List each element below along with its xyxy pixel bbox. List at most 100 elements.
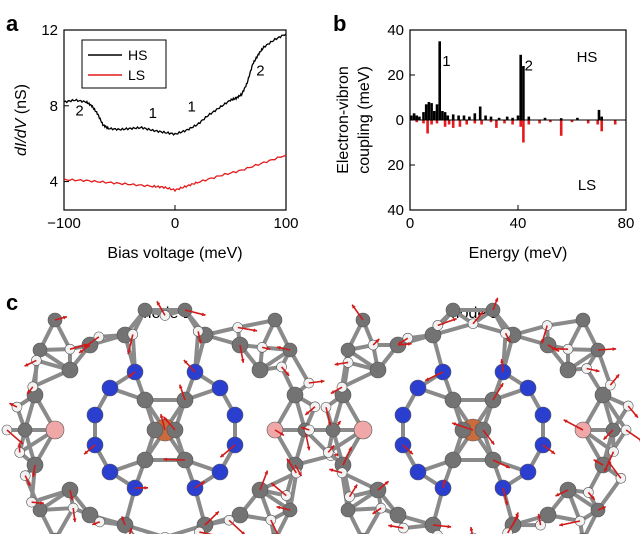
bar-ls [503,120,506,124]
arrow-head [163,457,167,462]
arrow-head [183,360,188,364]
arrow-head [612,347,617,351]
bond [364,507,383,534]
bar-ls [519,120,522,127]
arrow-head [559,522,564,527]
arrow-head [336,420,341,425]
atom [226,406,244,424]
arrow-head [334,362,339,366]
arrow-head [634,413,638,418]
atom [101,463,119,481]
chart-b-ytick-label: 20 [387,67,404,84]
arrow-head [279,431,284,436]
chart-a-ytick-label: 8 [50,98,58,115]
bar-ls [586,120,590,124]
arrow-head [179,384,183,389]
bar-hs [441,111,444,120]
arrow-head [447,524,452,529]
arrow-head [550,450,555,454]
bar-ls [495,120,498,128]
bar-hs [600,116,603,120]
arrow-head [156,301,161,306]
arrow-head [31,473,36,478]
arrow-head [301,426,306,431]
bond [56,507,75,534]
arrow-head [407,342,412,346]
series-label-hs: HS [577,49,598,66]
arrow-head [352,304,356,309]
bar-hs [427,102,431,120]
ylabel-part-unit: (nS) [13,84,30,119]
chart-b-ytick-label: 20 [387,157,404,174]
bar-hs [424,104,428,121]
bar-hs [412,113,416,121]
bar-ls [600,120,603,132]
atom [534,406,552,424]
chart-a-ylabel: dI/dV (nS) [13,84,30,156]
arrow-head [241,531,245,534]
chart-b-annotation: 1 [442,53,450,70]
ylabel-part-v: V [13,117,30,129]
arrow-head [384,481,389,485]
arrow-head [593,459,598,464]
bar-hs [478,106,482,120]
bar-ls [415,120,418,123]
bar-hs [505,116,509,120]
atom [137,302,153,318]
molecule-mode-1 [1,300,342,534]
atom [146,421,164,439]
atom [340,342,356,358]
bar-hs [422,112,425,120]
chart-b-xlabel: Energy (meV) [469,245,568,262]
arrow-head [286,458,291,463]
atom [231,506,249,524]
atom [389,506,407,524]
series-label-ls: LS [578,177,596,194]
legend-label-ls: LS [128,67,145,83]
bar-ls [613,120,617,125]
bar-ls [559,120,563,136]
chart-a-legend: HS LS [81,39,167,89]
arrow-head [537,513,542,518]
bar-ls [538,120,541,124]
arrow-head [500,359,504,363]
bar-ls [549,120,552,123]
bar-hs [497,117,501,120]
chart-b-ylabel-line1: Electron-vibron [335,66,352,174]
arrow-head [69,496,74,501]
arrow-head [253,328,258,333]
bar-ls [596,120,599,125]
chart-a-annotation: 1 [149,105,157,122]
arrow-head [276,505,281,510]
arrow-head [514,515,519,520]
bar-hs [451,114,455,120]
arrow-head [84,450,89,455]
atom [136,451,154,469]
arrow-head [240,358,245,363]
atom [340,502,356,518]
arrow-head [266,346,271,351]
arrow-head [17,443,22,447]
atom [136,391,154,409]
bar-ls [527,120,531,125]
arrow-head [408,450,413,455]
arrow-head [330,445,335,450]
chart-a-xtick-label: −100 [47,215,81,232]
arrow-head [388,524,393,528]
bar-hs [527,116,531,120]
atom [17,422,33,438]
arrow-head [144,485,149,490]
displacement-arrow [163,458,186,461]
arrow-head [452,318,457,322]
chart-a-annotation: 2 [256,62,264,79]
arrow-head [201,312,206,317]
bar-ls [426,120,429,134]
bar-hs [438,41,441,121]
bar-hs [511,117,514,120]
bar-ls [489,120,493,123]
arrow-head [375,338,380,343]
chart-a-annotation: 2 [75,102,83,119]
displacement-arrow [563,419,584,431]
